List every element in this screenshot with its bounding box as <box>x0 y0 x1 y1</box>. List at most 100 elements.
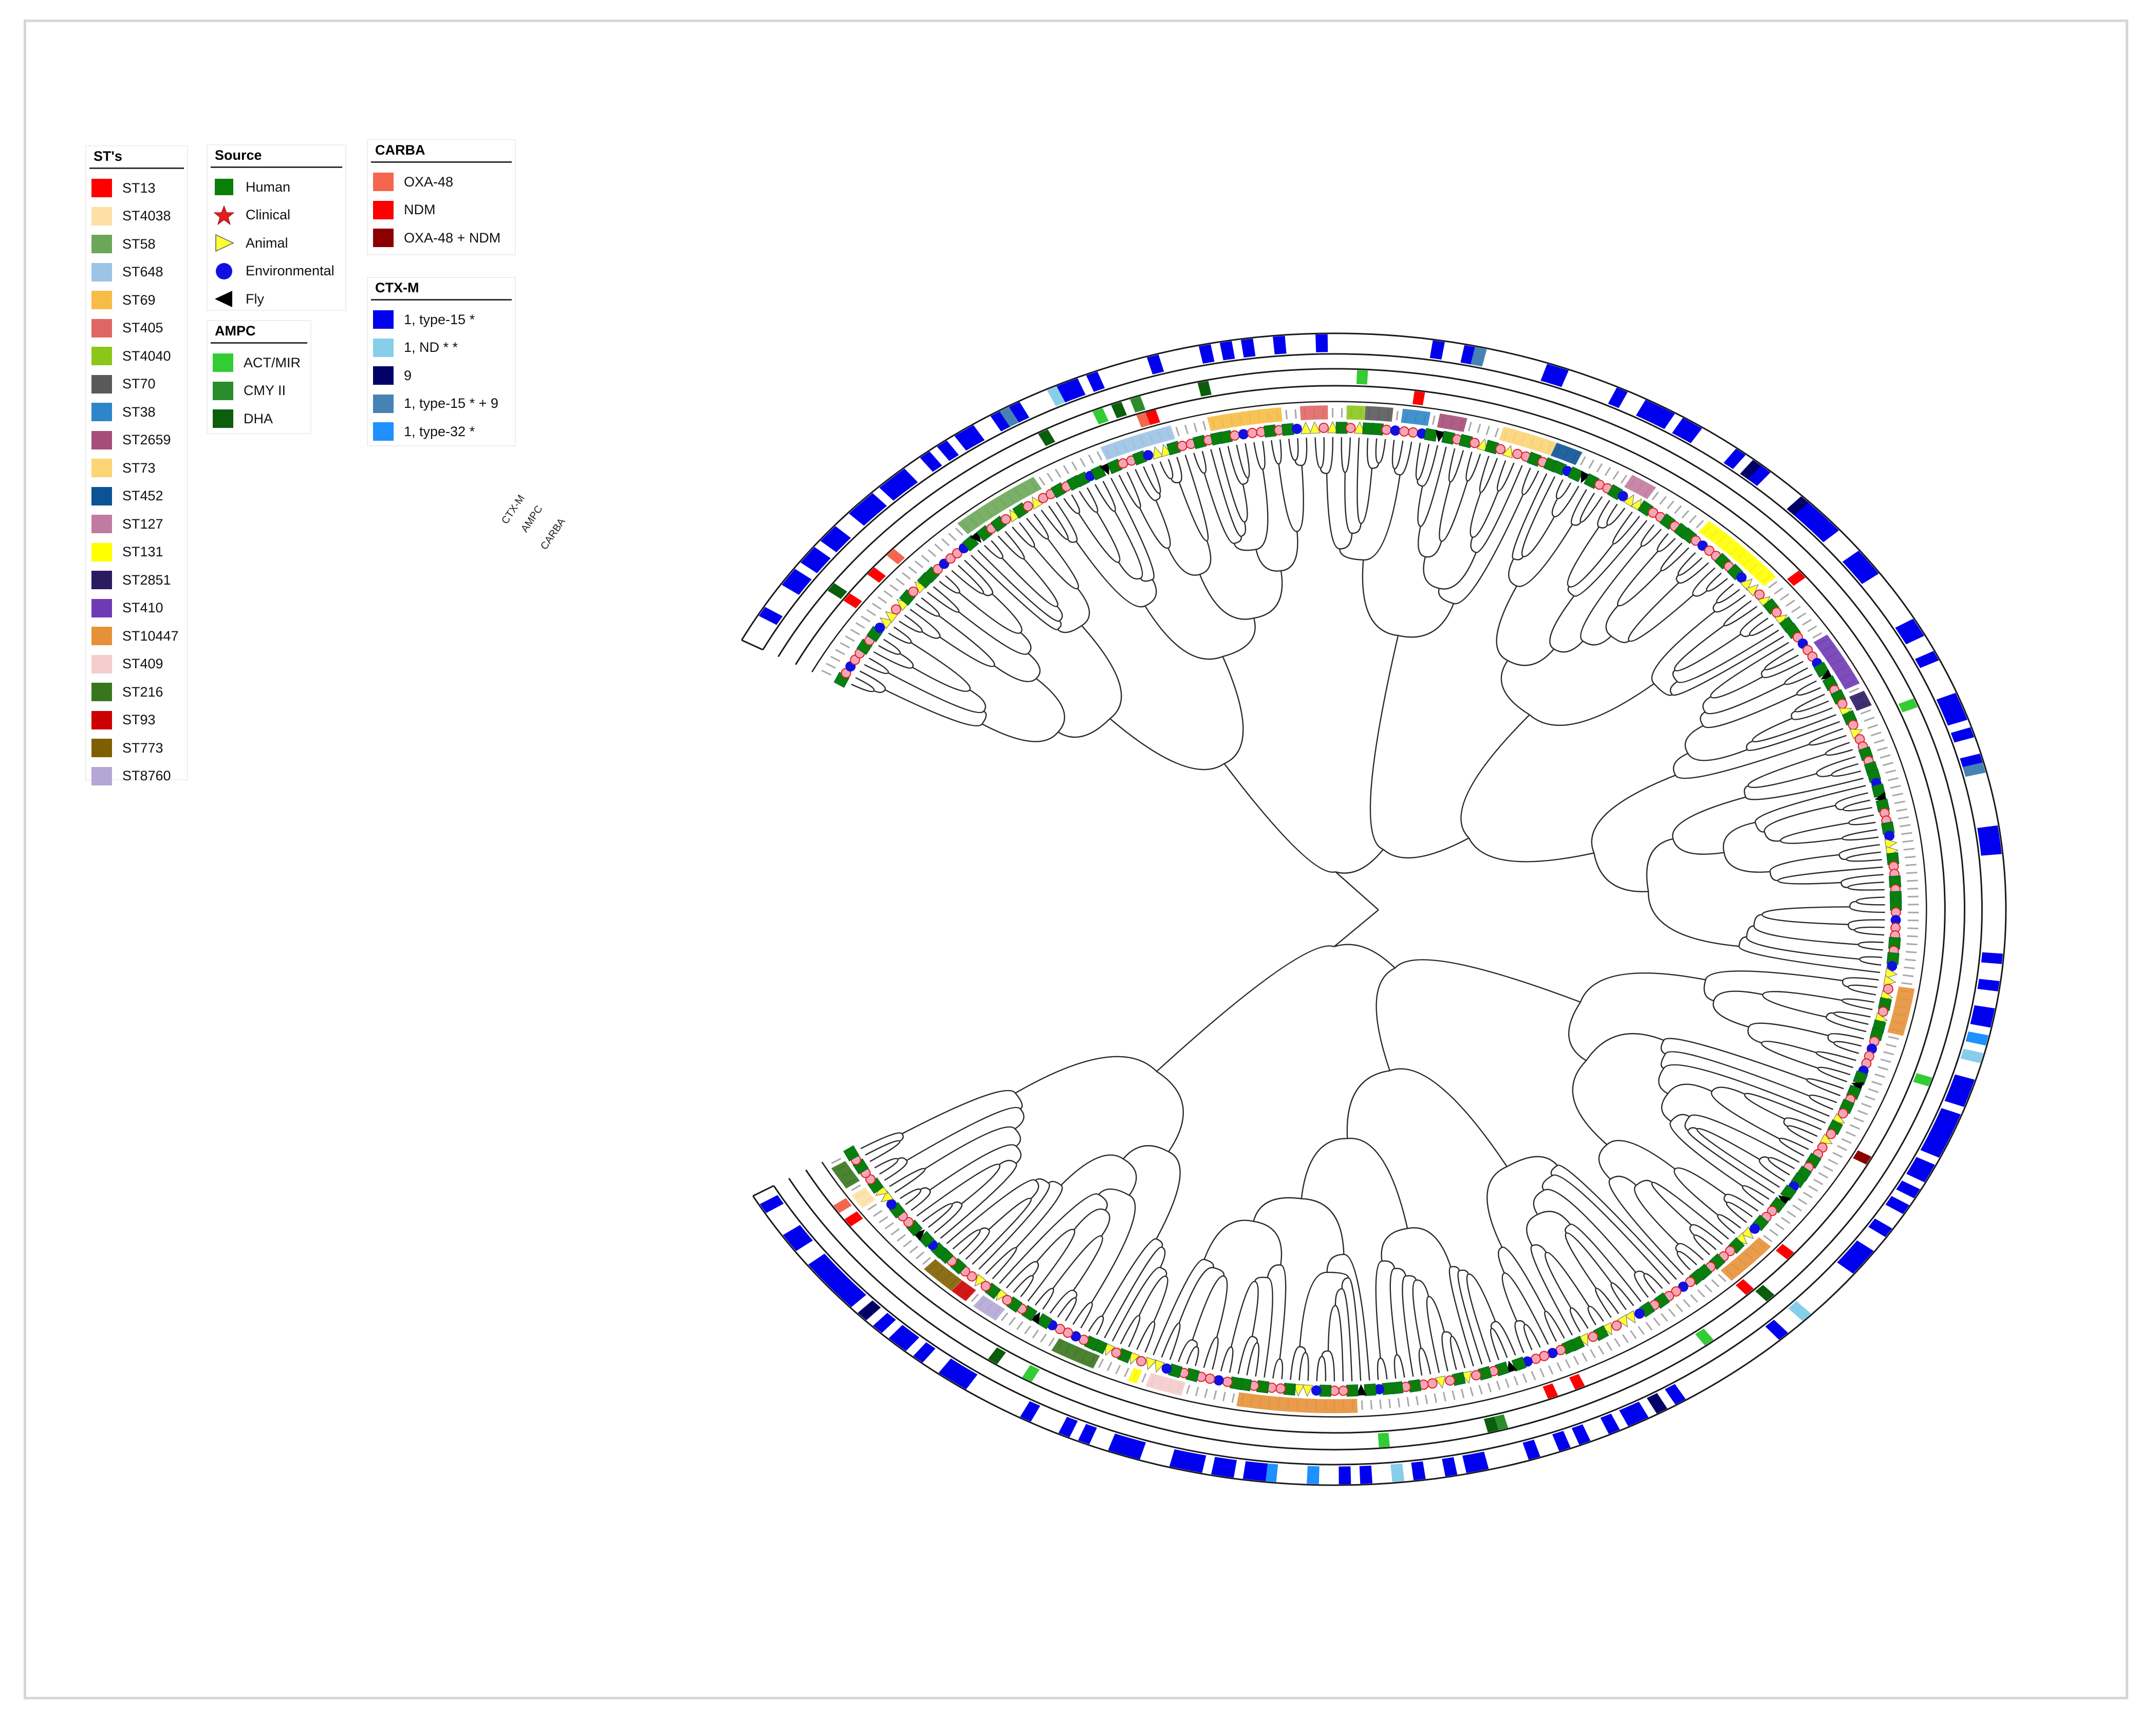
source-legend-title: Source <box>211 145 342 168</box>
source-marker <box>1750 1223 1760 1234</box>
carba-segment <box>1735 1279 1754 1295</box>
tree-branch <box>1644 1273 1663 1289</box>
tree-branch <box>1201 451 1207 474</box>
tree-branch <box>1693 1234 1711 1255</box>
tip-label <box>1539 1368 1545 1378</box>
tip-label <box>1285 409 1288 420</box>
tip-label <box>1548 1365 1554 1375</box>
ctxm-segment <box>1937 1108 1961 1125</box>
tree-branch <box>1661 1093 1671 1122</box>
tree-branch <box>1684 725 1704 754</box>
tree-branch <box>969 689 987 712</box>
tree-branch <box>952 1201 962 1205</box>
tip-label <box>1531 1371 1536 1380</box>
tree-branch <box>1302 438 1308 466</box>
tree-branch <box>1848 919 1885 925</box>
source-marker <box>1778 1195 1791 1206</box>
tree-branch <box>1033 513 1049 539</box>
tip-label <box>1556 1362 1563 1372</box>
tip-label <box>1071 461 1078 471</box>
tree-branch <box>1846 859 1882 862</box>
tree-branch <box>902 1090 1016 1135</box>
tip-label <box>1666 500 1675 510</box>
tree-branch <box>1597 500 1610 528</box>
color-swatch <box>91 263 112 282</box>
tree-branch <box>1516 1320 1526 1325</box>
source-marker <box>1736 572 1747 583</box>
tree-branch <box>1794 700 1829 713</box>
source-marker <box>1435 1375 1446 1389</box>
tree-branch <box>1383 837 1470 859</box>
tree-branch <box>1047 538 1080 589</box>
tip-label <box>1054 469 1062 478</box>
tree-branch <box>1678 562 1709 584</box>
source-marker <box>1229 430 1240 441</box>
ctxm-segment <box>873 1313 896 1333</box>
tree-branch <box>1857 944 1883 951</box>
tip-label <box>1032 1329 1039 1339</box>
tree-branch <box>1114 511 1143 579</box>
tree-branch <box>1678 557 1703 576</box>
tree-branch <box>1057 620 1062 630</box>
color-swatch <box>91 683 112 702</box>
tree-branch <box>940 1163 1017 1239</box>
st-legend-label: ST452 <box>122 488 163 504</box>
source-legend-items: Human Clinical Animal Environmental Fly <box>208 173 345 313</box>
tip-label <box>1888 1036 1899 1040</box>
tree-branch <box>1672 796 1746 839</box>
tree-branch <box>1796 687 1821 696</box>
source-legend-item: Animal <box>208 229 345 257</box>
tree-branch <box>1449 1336 1457 1370</box>
tip-label <box>1604 467 1611 476</box>
ctxm-segment <box>759 1195 784 1213</box>
tip-label <box>1807 625 1817 632</box>
tree-branch <box>1769 871 1778 882</box>
tree-branch <box>1426 1296 1440 1373</box>
tree-branch <box>1838 854 1847 860</box>
tree-branch <box>1746 936 1860 960</box>
source-marker <box>945 553 956 564</box>
tree-branch <box>1761 914 1849 925</box>
tip-label <box>1690 1294 1698 1303</box>
source-marker <box>885 611 898 623</box>
ampc-legend-label: ACT/MIR <box>244 354 301 370</box>
tree-branch <box>1738 936 1747 947</box>
source-marker <box>1740 578 1753 591</box>
tree-branch <box>1102 1238 1157 1317</box>
tree-branch <box>1855 901 1885 906</box>
tree-branch <box>1015 1185 1063 1248</box>
source-marker <box>1476 438 1488 452</box>
source-marker <box>1837 1108 1848 1119</box>
tree-branch <box>1095 1316 1104 1335</box>
tree-branch <box>1661 547 1689 572</box>
ampc-segment <box>1356 370 1368 385</box>
tree-branch <box>1838 844 1880 855</box>
tip-label <box>866 609 876 616</box>
ctxm-legend-label: 1, type-32 * <box>404 423 475 439</box>
tree-branch <box>1541 1175 1553 1191</box>
tree-branch <box>1216 1275 1228 1338</box>
ctxm-segment <box>1978 834 2001 847</box>
tree-branch <box>1237 1336 1253 1375</box>
tree-branch <box>1825 749 1853 756</box>
st-legend-label: ST410 <box>122 600 163 616</box>
tip-label <box>1504 1378 1510 1388</box>
tree-branch <box>1459 1269 1470 1275</box>
ctxm-segment <box>1442 1457 1458 1476</box>
tree-branch <box>1144 579 1157 607</box>
source-marker <box>1771 607 1782 618</box>
source-marker <box>1213 1375 1224 1385</box>
ctxm-segment <box>758 607 783 625</box>
tree-branch <box>1153 1259 1205 1356</box>
source-marker <box>1238 429 1249 440</box>
tree-branch <box>1418 526 1426 557</box>
tree-branch <box>1153 1276 1168 1322</box>
tree-branch <box>893 626 912 643</box>
tree-branch <box>1704 683 1786 715</box>
tree-branch <box>1660 1053 1666 1069</box>
tip-label <box>1396 410 1399 421</box>
tip-label <box>1813 1178 1824 1186</box>
tree-branch <box>1589 1305 1604 1322</box>
tip-label <box>1898 816 1909 820</box>
ampc-legend-item: CMY II <box>208 377 310 405</box>
